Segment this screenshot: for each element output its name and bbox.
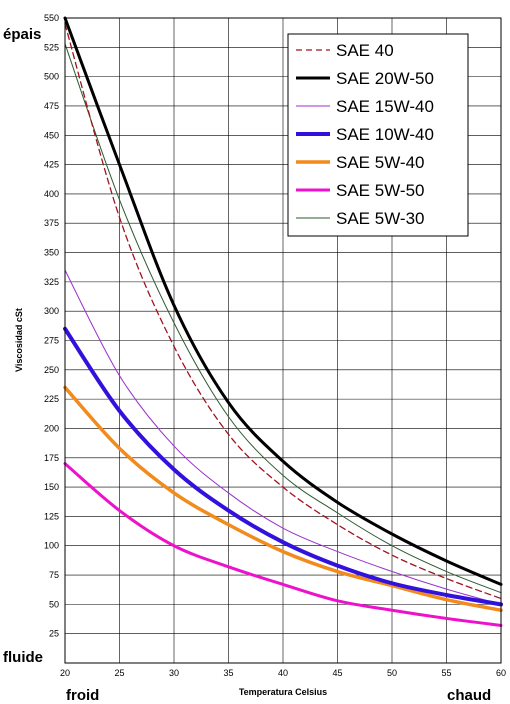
series-line-sae-10w-40 [63,326,503,607]
y-tick-label: 175 [44,453,59,463]
y-tick-label: 325 [44,277,59,287]
series-lines [63,16,503,627]
y-axis-title: Viscosidad cSt [14,308,24,372]
legend-label-sae-40: SAE 40 [336,41,394,60]
annotation-top-left: épais [3,26,41,43]
series-line-sae-5w-50 [63,462,503,627]
y-tick-label: 275 [44,336,59,346]
legend-label-sae-5w-50: SAE 5W-50 [336,181,425,200]
y-tick-label: 400 [44,189,59,199]
y-tick-label: 375 [44,218,59,228]
annotation-x-left: froid [66,687,99,704]
legend-label-sae-5w-30: SAE 5W-30 [336,209,425,228]
y-tick-label: 25 [49,629,59,639]
legend-label-sae-5w-40: SAE 5W-40 [336,153,425,172]
y-tick-label: 425 [44,160,59,170]
annotation-bottom-left: fluide [3,649,43,666]
y-tick-label: 225 [44,394,59,404]
x-tick-label: 50 [387,668,397,678]
x-tick-label: 40 [278,668,288,678]
x-tick-label: 35 [223,668,233,678]
series-line-sae-15w-40 [64,269,502,605]
y-tick-label: 475 [44,101,59,111]
x-tick-label: 60 [496,668,506,678]
y-tick-label: 525 [44,42,59,52]
legend: SAE 40 SAE 20W-50 SAE 15W-40 SAE 10W-40 SAE … [287,33,469,237]
y-tick-label: 300 [44,306,59,316]
y-tick-label: 250 [44,365,59,375]
x-axis-title: Temperatura Celsius [239,687,327,697]
x-tick-label: 20 [60,668,70,678]
annotation-x-right: chaud [447,687,491,704]
y-tick-label: 550 [44,13,59,23]
x-tick-label: 45 [332,668,342,678]
legend-label-sae-15w-40: SAE 15W-40 [336,97,434,116]
y-tick-label: 125 [44,511,59,521]
y-tick-label: 200 [44,423,59,433]
x-tick-labels: 20 25 30 35 40 45 50 55 60 [60,668,506,678]
legend-label-sae-10w-40: SAE 10W-40 [336,125,434,144]
plot-border [64,17,502,664]
legend-label-sae-20w-50: SAE 20W-50 [336,69,434,88]
y-tick-labels: 25 50 75 100 125 150 175 200 225 250 275 300 325 350 3… [44,13,59,639]
series-line-sae-40 [64,23,502,600]
series-line-sae-5w-30 [64,43,502,594]
y-tick-label: 75 [49,570,59,580]
y-tick-label: 100 [44,541,59,551]
y-tick-label: 500 [44,72,59,82]
x-tick-label: 25 [114,668,124,678]
series-line-sae-5w-40 [63,385,503,612]
y-tick-label: 50 [49,599,59,609]
y-tick-label: 450 [44,130,59,140]
x-tick-label: 30 [169,668,179,678]
x-tick-label: 55 [441,668,451,678]
y-tick-label: 350 [44,248,59,258]
y-tick-label: 150 [44,482,59,492]
series-line-sae-20w-50 [63,16,503,586]
